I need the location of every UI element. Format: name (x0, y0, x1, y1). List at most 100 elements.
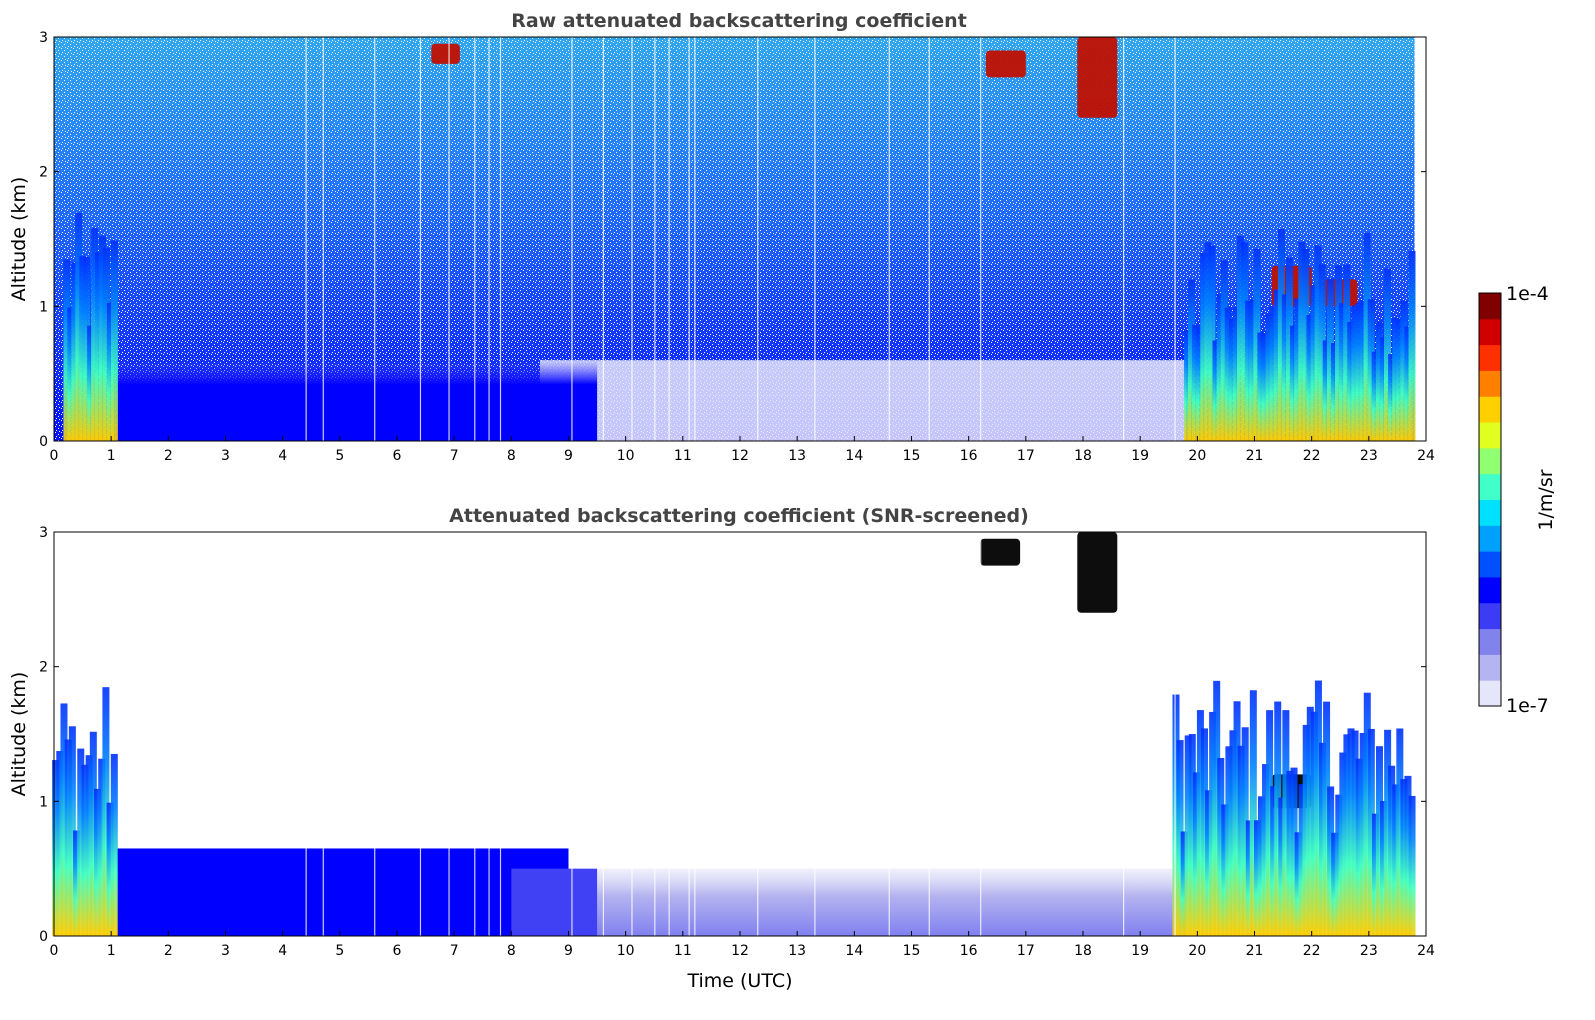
panel-snr-evening-layer-6 (1188, 734, 1196, 936)
panel-snr-title: Attenuated backscattering coefficient (S… (449, 505, 1029, 527)
panel-raw-x-tick-label: 7 (450, 448, 459, 464)
panel-raw-x-tick-label: 1 (107, 448, 116, 464)
panel-snr-evening-layer-6 (1363, 692, 1371, 936)
panel-snr-x-tick-label: 21 (1246, 943, 1264, 959)
panel-snr-data-gap (419, 532, 422, 936)
panel-snr-x-tick-label: 3 (221, 943, 230, 959)
panel-snr-data-gap (814, 532, 816, 936)
panel-snr-low-cloud-0 (102, 687, 110, 936)
panel-raw-x-tick-label: 20 (1188, 448, 1206, 464)
panel-snr-x-tick-label: 24 (1417, 943, 1435, 959)
panel-snr-evening-layer-6 (1233, 701, 1241, 936)
panel-raw-x-tick-label: 23 (1360, 448, 1378, 464)
panel-raw-x-tick-label: 8 (507, 448, 516, 464)
panel-snr-data-gap (571, 532, 573, 936)
panel-snr-evening-layer-6 (1380, 800, 1388, 936)
panel-raw-evening-layer-7 (1249, 299, 1257, 441)
panel-snr-data-gap (688, 532, 690, 936)
panel-raw-evening-layer-7 (1314, 245, 1322, 441)
panel-raw-low-cloud-0 (110, 240, 118, 441)
panel-raw-evening-layer-7 (1326, 278, 1334, 441)
panel-raw-evening-layer-7 (1220, 260, 1228, 441)
panel-raw-elevated-layer-3 (431, 43, 460, 64)
panel-snr-x-tick-label: 17 (1017, 943, 1035, 959)
panel-raw-data-gap (322, 37, 324, 441)
panel-snr-evening-layer-6 (1290, 767, 1298, 936)
panel-snr-data-gap (374, 532, 376, 936)
panel-snr-evening-layer-6 (1205, 790, 1213, 936)
panel-raw-x-tick-label: 24 (1417, 448, 1435, 464)
panel-snr-evening-layer-6 (1184, 735, 1192, 936)
panel-raw-evening-layer-7 (1261, 334, 1269, 441)
panel-snr-evening-layer-6 (1221, 804, 1229, 936)
panel-snr-evening-layer-6 (1298, 784, 1306, 936)
panel-snr-evening-layer-6 (1396, 728, 1404, 936)
panel-snr-x-tick-label: 18 (1074, 943, 1092, 959)
panel-raw-low-cloud-0 (87, 325, 95, 441)
panel-raw-evening-layer-7 (1322, 340, 1330, 441)
panel-raw-x-tick-label: 6 (393, 448, 402, 464)
panel-raw-evening-layer-7 (1204, 242, 1212, 441)
colorbar-band (1479, 602, 1501, 630)
panel-raw-evening-layer-7 (1400, 300, 1408, 441)
panel-raw-evening-layer-7 (1232, 307, 1240, 441)
panel-raw-evening-layer-7 (1253, 248, 1261, 441)
panel-raw-evening-layer-7 (1339, 303, 1347, 441)
panel-snr-data-gap (602, 532, 604, 936)
panel-raw-evening-layer-7 (1375, 322, 1383, 441)
colorbar-band (1479, 499, 1501, 526)
panel-snr-evening-layer-6 (1241, 727, 1249, 936)
panel-raw-evening-layer-7 (1237, 236, 1245, 441)
panel-snr-y-tick-label: 0 (39, 929, 48, 945)
panel-raw-evening-layer-7 (1224, 307, 1232, 441)
panel-raw-low-cloud-0 (106, 303, 114, 441)
colorbar-band (1479, 370, 1501, 397)
panel-snr-x-tick-label: 2 (164, 943, 173, 959)
colorbar-band (1479, 628, 1501, 655)
panel-snr-low-cloud-0 (89, 731, 97, 936)
colorbar-top-label: 1e-4 (1506, 283, 1549, 305)
panel-snr-data-gap (1123, 532, 1125, 936)
panel-raw-evening-layer-7 (1216, 294, 1224, 441)
panel-snr-data-gap (322, 532, 324, 936)
panel-raw-evening-layer-7 (1392, 317, 1400, 441)
panel-raw-x-tick-label: 22 (1303, 448, 1321, 464)
panel-raw-evening-layer-7 (1286, 257, 1294, 441)
panel-snr-data-gap (668, 532, 670, 936)
panel-snr-evening-layer-6 (1213, 680, 1221, 936)
panel-raw-low-cloud-0 (83, 256, 91, 441)
panel-raw-x-ticks: 0 1 2 3 4 5 6 7 8 9 10 11 12 13 14 15 16 17 18 19 20 21 22 23 24 (50, 436, 1435, 464)
panel-snr-data-gap (654, 532, 656, 936)
panel-raw-evening-layer-7 (1343, 264, 1351, 441)
panel-raw-x-tick-label: 11 (674, 448, 692, 464)
panel-snr-evening-layer-6 (1367, 728, 1375, 936)
panel-raw-data-gap (814, 37, 816, 441)
panel-snr-evening-layer-6 (1180, 831, 1188, 936)
panel-raw-evening-layer-7 (1257, 332, 1265, 441)
panel-snr-evening-layer-6 (1257, 796, 1265, 936)
panel-raw-evening-layer-7 (1294, 298, 1302, 441)
panel-raw-title: Raw attenuated backscattering coefficien… (511, 10, 967, 32)
panel-raw-low-cloud-0 (63, 259, 71, 441)
panel-snr-data-gap (488, 532, 490, 936)
panel-snr-evening-layer-6 (1266, 710, 1274, 936)
snr-transition-layer (511, 868, 598, 936)
panel-snr-evening-layer-6 (1200, 728, 1208, 936)
panel-snr-data-gap (1174, 532, 1176, 936)
panel-raw-evening-layer-7 (1183, 329, 1191, 441)
panel-raw-evening-layer-7 (1245, 300, 1253, 441)
panel-raw-low-cloud-0 (91, 228, 99, 441)
panel-snr-low-cloud-0 (81, 764, 89, 936)
panel-raw-data-gap (448, 37, 450, 441)
panel-raw-y-tick-label: 0 (39, 434, 48, 450)
colorbar: 1e-4 1e-7 1/m/sr (1478, 283, 1557, 717)
panel-snr-y-tick-label: 2 (39, 660, 48, 676)
panel-snr-evening-layer-6 (1392, 784, 1400, 936)
panel-snr-evening-layer-6 (1249, 690, 1257, 936)
panel-raw-x-tick-label: 2 (164, 448, 173, 464)
panel-snr-evening-layer-6 (1388, 765, 1396, 936)
colorbar-frame (1478, 292, 1502, 707)
panel-snr-low-cloud-0 (77, 748, 85, 936)
panel-raw-evening-layer-7 (1388, 354, 1396, 441)
panel-snr-evening-layer-6 (1375, 746, 1383, 936)
